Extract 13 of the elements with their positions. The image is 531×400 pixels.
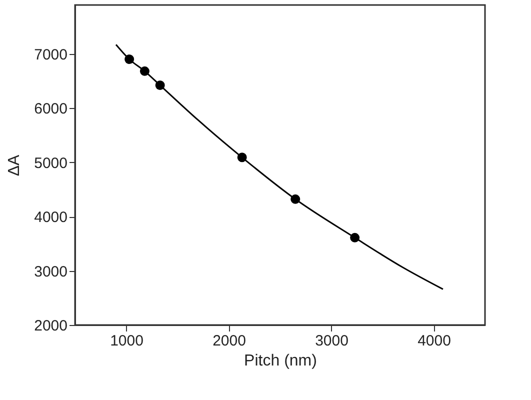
y-axis-title: ΔA — [6, 154, 24, 176]
line-series — [115, 44, 444, 290]
x-tick-label: 2000 — [212, 332, 246, 350]
y-tick-label: 2000 — [34, 318, 68, 334]
x-axis-title: Pitch (nm) — [244, 352, 317, 370]
x-tick-label: 1000 — [110, 332, 144, 350]
y-tick-label: 3000 — [34, 263, 68, 280]
y-tick-label: 5000 — [34, 154, 68, 172]
y-tick-label: 4000 — [34, 209, 68, 226]
x-tick-label: 3000 — [315, 332, 348, 350]
y-tick-label: 7000 — [34, 46, 68, 64]
y-tick-label: 6000 — [34, 100, 68, 118]
x-tick-label: 4000 — [418, 332, 451, 350]
